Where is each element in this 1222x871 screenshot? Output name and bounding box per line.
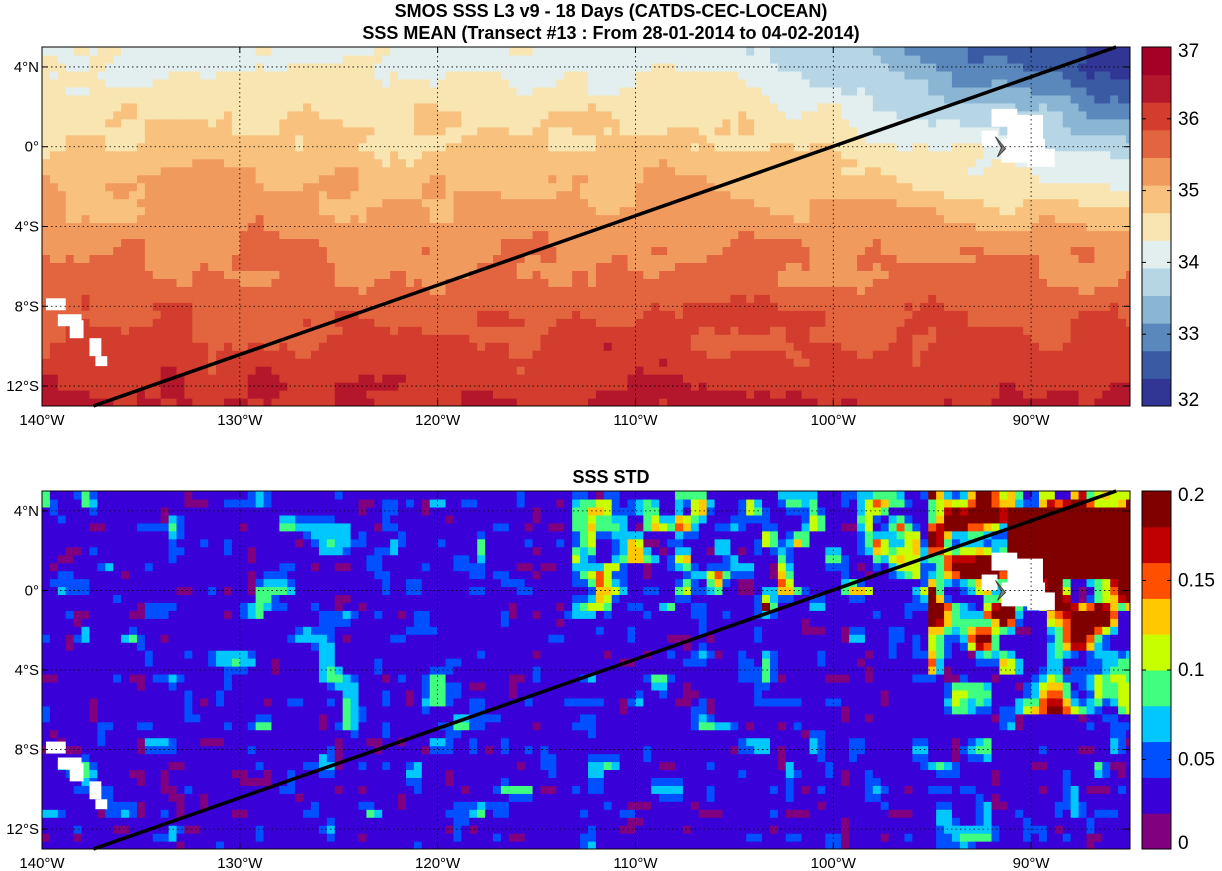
colorbar-swatch <box>1142 813 1171 850</box>
colorbar-swatch <box>1142 129 1171 158</box>
x-tick-label: 130°W <box>217 412 263 429</box>
colorbar-tick-label: 32 <box>1178 390 1199 411</box>
y-tick-label: 8°S <box>15 742 39 759</box>
std-panel-title: SSS STD <box>572 467 650 487</box>
x-tick-label: 100°W <box>811 855 857 871</box>
x-tick-label: 110°W <box>613 855 658 871</box>
x-tick-label: 130°W <box>217 855 263 871</box>
x-axis-ticks: 140°W 130°W 120°W 110°W 100°W 90°W <box>19 47 1050 429</box>
colorbar-swatch <box>1142 526 1171 564</box>
colorbar-tick-label: 0.05 <box>1178 750 1215 771</box>
colorbar-tick-label: 0.2 <box>1178 485 1204 506</box>
x-tick-label: 120°W <box>415 412 461 429</box>
x-tick-label: 90°W <box>1013 855 1051 871</box>
colorbar-swatch <box>1142 350 1171 379</box>
y-tick-label: 0° <box>25 139 39 156</box>
mean-colorbar: 32 33 34 35 36 37 <box>1141 41 1200 411</box>
colorbar-swatch <box>1142 741 1171 778</box>
colorbar-tick-label: 0.1 <box>1178 660 1204 681</box>
colorbar-tick-label: 0.15 <box>1178 571 1215 592</box>
x-tick-label: 110°W <box>613 412 658 429</box>
island-masks <box>45 552 1055 810</box>
colorbar-swatch <box>1142 102 1171 131</box>
colorbar-swatch <box>1142 267 1171 297</box>
island-masks <box>45 108 1055 367</box>
sss-std-field <box>42 491 1130 849</box>
x-tick-label: 120°W <box>415 855 461 871</box>
y-tick-label: 8°S <box>15 298 39 315</box>
colorbar-swatch <box>1142 74 1171 103</box>
colorbar-swatch <box>1142 777 1171 814</box>
sss-std-map: 140°W 130°W 120°W 110°W 100°W 90°W 4°N 0° 4°S 8°… <box>6 485 1215 871</box>
y-axis-ticks: 4°N 0° 4°S 8°S 12°S <box>6 503 1130 838</box>
x-tick-label: 140°W <box>19 855 65 871</box>
transect-line <box>92 45 1117 408</box>
colorbar-swatch <box>1142 562 1171 599</box>
transect-line <box>92 489 1117 851</box>
colorbar-tick-label: 35 <box>1178 181 1199 202</box>
grid-lines <box>42 491 1130 849</box>
colorbar-swatch <box>1142 670 1171 707</box>
y-tick-label: 0° <box>25 582 39 599</box>
colorbar-swatch <box>1142 157 1171 186</box>
x-tick-label: 140°W <box>19 412 65 429</box>
y-tick-label: 4°S <box>15 219 39 236</box>
x-axis-ticks: 140°W 130°W 120°W 110°W 100°W 90°W <box>19 491 1050 871</box>
mean-panel-title: SSS MEAN (Transect #13 : From 28-01-2014… <box>362 23 860 43</box>
grid-lines <box>42 47 1130 406</box>
sss-mean-field <box>42 47 1130 406</box>
colorbar-tick-label: 37 <box>1178 41 1199 62</box>
colorbar-swatch <box>1142 491 1171 528</box>
y-tick-label: 4°N <box>14 59 39 76</box>
sss-mean-map: 140°W 130°W 120°W 110°W 100°W 90°W 4°N 0° 4°S 8°… <box>6 41 1199 429</box>
colorbar-swatch <box>1142 47 1171 76</box>
y-tick-label: 4°N <box>14 503 39 520</box>
x-tick-label: 100°W <box>811 412 857 429</box>
y-tick-label: 12°S <box>6 821 39 838</box>
colorbar-swatch <box>1142 634 1171 671</box>
colorbar-swatch <box>1142 295 1171 324</box>
colorbar-tick-label: 0 <box>1178 833 1189 854</box>
colorbar-swatch <box>1142 185 1171 214</box>
colorbar-swatch <box>1142 240 1171 269</box>
colorbar-swatch <box>1142 212 1171 241</box>
y-tick-label: 12°S <box>6 378 39 395</box>
colorbar-swatch <box>1142 598 1171 635</box>
colorbar-tick-label: 34 <box>1178 252 1200 273</box>
y-axis-ticks: 4°N 0° 4°S 8°S 12°S <box>6 59 1130 395</box>
std-colorbar: 0 0.05 0.1 0.15 0.2 <box>1141 485 1215 854</box>
y-tick-label: 4°S <box>15 662 39 679</box>
colorbar-swatch <box>1142 705 1171 743</box>
colorbar-swatch <box>1142 378 1171 407</box>
colorbar-tick-label: 36 <box>1178 109 1199 130</box>
x-tick-label: 90°W <box>1013 412 1051 429</box>
figure-title: SMOS SSS L3 v9 - 18 Days (CATDS-CEC-LOCE… <box>394 1 828 21</box>
colorbar-swatch <box>1142 323 1171 352</box>
colorbar-tick-label: 33 <box>1178 324 1199 345</box>
